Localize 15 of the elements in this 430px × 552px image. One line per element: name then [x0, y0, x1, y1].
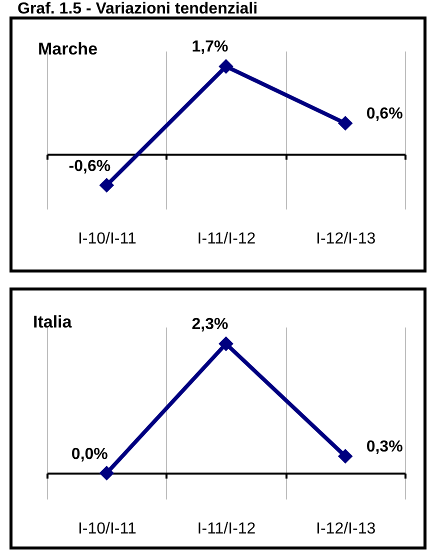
x-tick-label: I-12/I-13 [316, 230, 376, 248]
chart-subtitle: Italia [33, 312, 72, 332]
data-label: -0,6% [68, 158, 111, 176]
chart-subtitle: Marche [38, 40, 98, 58]
data-label: 2,3% [192, 316, 228, 333]
data-label: 1,7% [192, 38, 228, 56]
chart-title: Graf. 1.5 - Variazioni tendenziali [18, 0, 258, 18]
data-label: 0,0% [71, 446, 108, 464]
x-tick-label: I-11/I-12 [197, 520, 256, 538]
data-label: 0,3% [366, 438, 403, 456]
x-tick-label: I-10/I-11 [78, 520, 136, 538]
data-label: 0,6% [366, 105, 403, 122]
x-tick-label: I-11/I-12 [197, 230, 256, 248]
x-tick-label: I-10/I-11 [78, 230, 136, 248]
x-tick-label: I-12/I-13 [316, 520, 376, 538]
